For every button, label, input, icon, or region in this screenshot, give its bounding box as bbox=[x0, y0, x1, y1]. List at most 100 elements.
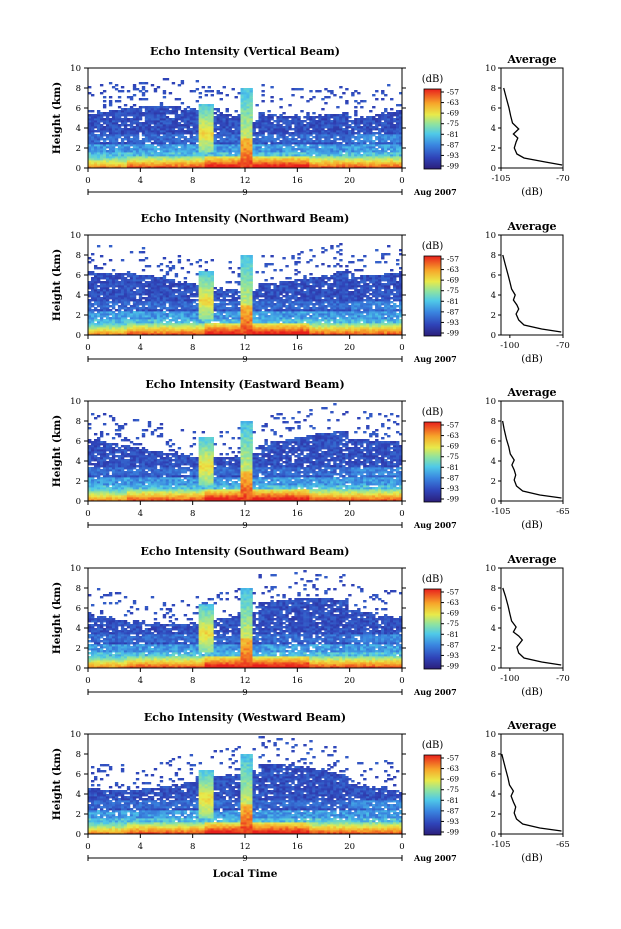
y-tick-label: 10 bbox=[70, 64, 81, 74]
panel-4: Echo Intensity (Southward Beam) 0 2 4 6 8 10 He… bbox=[51, 545, 570, 698]
panel-5: Echo Intensity (Westward Beam) 0 2 4 6 8 10 Hei… bbox=[51, 711, 570, 880]
colorbar-label: -69 bbox=[447, 442, 459, 451]
y-tick-label: 4 bbox=[76, 624, 81, 634]
average-frame bbox=[500, 733, 564, 835]
colorbar-label: -93 bbox=[447, 651, 459, 660]
colorbar-label: -87 bbox=[447, 640, 459, 649]
colorbar-label: -63 bbox=[447, 98, 459, 107]
date-suffix: Aug 2007 bbox=[413, 187, 457, 197]
average-y-tick-label: 8 bbox=[491, 417, 496, 427]
x-tick-label: 8 bbox=[190, 676, 195, 686]
colorbar-label: -57 bbox=[447, 754, 459, 763]
x-tick-label: 20 bbox=[344, 343, 355, 353]
colorbar-label: -75 bbox=[447, 119, 459, 128]
colorbar-label: -87 bbox=[447, 473, 459, 482]
date-label: 9 bbox=[242, 688, 247, 698]
y-tick-label: 2 bbox=[76, 144, 81, 154]
colorbar bbox=[423, 421, 442, 503]
colorbar-label: -81 bbox=[447, 463, 459, 472]
x-tick-label: 8 bbox=[190, 176, 195, 186]
average-y-tick-label: 6 bbox=[491, 437, 496, 447]
y-axis-label: Height (km) bbox=[51, 82, 63, 154]
y-axis-label: Height (km) bbox=[51, 249, 63, 321]
average-x-tick-label: -70 bbox=[556, 174, 570, 184]
y-tick-label: 4 bbox=[76, 291, 81, 301]
colorbar-label: -99 bbox=[447, 162, 459, 171]
colorbar-label: -81 bbox=[447, 130, 459, 139]
colorbar-label: -93 bbox=[447, 817, 459, 826]
y-tick-label: 2 bbox=[76, 477, 81, 487]
average-y-tick-label: 10 bbox=[485, 730, 496, 740]
colorbar-label: -57 bbox=[447, 255, 459, 264]
colorbar-label: -99 bbox=[447, 662, 459, 671]
x-tick-label: 0 bbox=[399, 509, 404, 519]
average-y-tick-label: 8 bbox=[491, 84, 496, 94]
y-axis-label: Height (km) bbox=[51, 582, 63, 654]
colorbar-unit: (dB) bbox=[422, 574, 444, 585]
y-tick-label: 0 bbox=[76, 331, 81, 341]
x-tick-label: 8 bbox=[190, 343, 195, 353]
x-tick-label: 16 bbox=[292, 842, 303, 852]
x-tick-label: 4 bbox=[138, 176, 143, 186]
x-tick-label: 16 bbox=[292, 676, 303, 686]
panel-title: Echo Intensity (Northward Beam) bbox=[141, 212, 350, 225]
average-title: Average bbox=[506, 220, 556, 233]
colorbar-label: -63 bbox=[447, 598, 459, 607]
x-tick-label: 12 bbox=[240, 176, 251, 186]
y-axis-label: Height (km) bbox=[51, 748, 63, 820]
average-y-tick-label: 0 bbox=[491, 830, 496, 840]
x-tick-label: 0 bbox=[85, 343, 90, 353]
y-tick-label: 2 bbox=[76, 810, 81, 820]
x-tick-label: 20 bbox=[344, 176, 355, 186]
colorbar-label: -99 bbox=[447, 329, 459, 338]
colorbar-label: -57 bbox=[447, 88, 459, 97]
colorbar-unit: (dB) bbox=[422, 241, 444, 252]
y-tick-label: 6 bbox=[76, 437, 81, 447]
average-title: Average bbox=[506, 53, 556, 66]
date-suffix: Aug 2007 bbox=[413, 687, 457, 697]
average-y-tick-label: 0 bbox=[491, 164, 496, 174]
colorbar bbox=[423, 754, 442, 836]
colorbar-label: -63 bbox=[447, 431, 459, 440]
average-x-tick-label: -105 bbox=[491, 840, 510, 850]
y-tick-label: 6 bbox=[76, 770, 81, 780]
average-x-tick-label: -65 bbox=[556, 507, 570, 517]
x-tick-label: 0 bbox=[399, 343, 404, 353]
average-x-tick-label: -70 bbox=[556, 341, 570, 351]
average-y-tick-label: 4 bbox=[491, 124, 496, 134]
date-suffix: Aug 2007 bbox=[413, 354, 457, 364]
average-y-tick-label: 10 bbox=[485, 397, 496, 407]
x-axis-label: Local Time bbox=[213, 868, 278, 880]
average-title: Average bbox=[506, 719, 556, 732]
average-y-tick-label: 6 bbox=[491, 770, 496, 780]
x-tick-label: 20 bbox=[344, 842, 355, 852]
colorbar-label: -63 bbox=[447, 764, 459, 773]
colorbar-label: -75 bbox=[447, 452, 459, 461]
y-tick-label: 6 bbox=[76, 104, 81, 114]
average-y-tick-label: 8 bbox=[491, 251, 496, 261]
colorbar-label: -93 bbox=[447, 151, 459, 160]
average-y-tick-label: 6 bbox=[491, 604, 496, 614]
average-y-tick-label: 2 bbox=[491, 311, 496, 321]
x-tick-label: 0 bbox=[85, 842, 90, 852]
colorbar-label: -63 bbox=[447, 265, 459, 274]
y-tick-label: 2 bbox=[76, 644, 81, 654]
colorbar-label: -69 bbox=[447, 775, 459, 784]
colorbar-label: -93 bbox=[447, 484, 459, 493]
average-y-tick-label: 10 bbox=[485, 564, 496, 574]
heatmap bbox=[88, 78, 402, 168]
x-tick-label: 12 bbox=[240, 842, 251, 852]
x-tick-label: 0 bbox=[85, 509, 90, 519]
x-tick-label: 16 bbox=[292, 176, 303, 186]
average-x-tick-label: -100 bbox=[500, 341, 519, 351]
y-tick-label: 8 bbox=[76, 584, 81, 594]
heatmap bbox=[88, 570, 402, 668]
heatmap bbox=[88, 243, 402, 335]
average-x-tick-label: -70 bbox=[556, 674, 570, 684]
colorbar-label: -69 bbox=[447, 609, 459, 618]
average-profile-line bbox=[502, 254, 562, 333]
colorbar-unit: (dB) bbox=[422, 74, 444, 85]
colorbar-label: -81 bbox=[447, 297, 459, 306]
panel-3: Echo Intensity (Eastward Beam) 0 2 4 6 8 10 Hei… bbox=[51, 378, 570, 531]
average-y-tick-label: 2 bbox=[491, 477, 496, 487]
